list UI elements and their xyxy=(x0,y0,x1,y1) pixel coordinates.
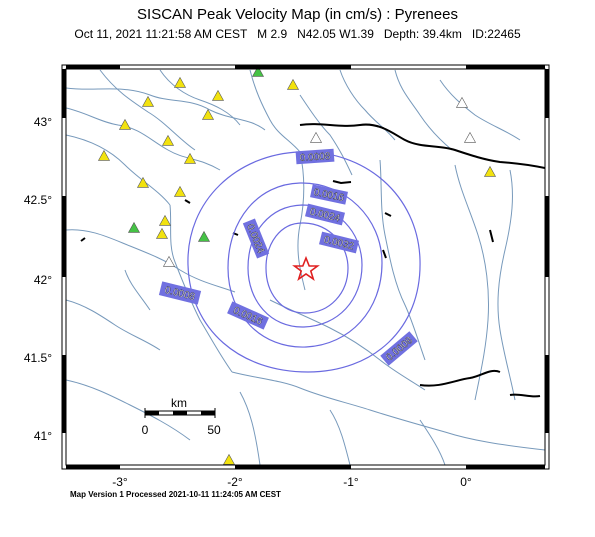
contour-0.0008-outer xyxy=(187,151,421,373)
station-triangle xyxy=(118,118,132,130)
country-border xyxy=(299,123,545,169)
rivers xyxy=(66,69,545,465)
lon-tick: -3° xyxy=(112,475,128,489)
station-triangle xyxy=(155,227,169,239)
scale-bar: km 0 50 xyxy=(142,396,221,437)
lat-tick: 42.5° xyxy=(24,193,52,207)
scale-unit: km xyxy=(171,396,187,410)
contour-label: 0.0032 xyxy=(318,231,360,254)
station-triangle xyxy=(455,96,469,108)
station-triangle xyxy=(463,131,477,143)
contour-label: 0.0008 xyxy=(295,148,335,165)
map-area xyxy=(66,69,545,465)
scale-max: 50 xyxy=(207,423,221,437)
lat-tick: 41° xyxy=(34,429,52,443)
station-triangle xyxy=(183,152,197,164)
map-subtitle: Oct 11, 2021 11:21:58 AM CEST M 2.9 N42.… xyxy=(74,27,521,41)
coastline xyxy=(419,369,501,387)
station-triangle xyxy=(251,69,265,77)
lon-axis: -3° -2° -1° 0° xyxy=(112,475,472,489)
station-triangle xyxy=(483,165,497,177)
station-triangle xyxy=(222,453,236,465)
station-triangle xyxy=(201,108,215,120)
scale-min: 0 xyxy=(142,423,149,437)
lat-tick: 41.5° xyxy=(24,351,52,365)
station-triangle xyxy=(127,221,141,233)
station-triangle xyxy=(173,76,187,88)
map-footer: Map Version 1 Processed 2021-10-11 11:24… xyxy=(70,490,281,499)
contour-label: 0.0008 xyxy=(158,281,202,305)
station-triangle xyxy=(161,134,175,146)
lat-tick: 43° xyxy=(34,115,52,129)
station-triangle xyxy=(97,149,111,161)
map-title: SISCAN Peak Velocity Map (in cm/s) : Pyr… xyxy=(137,6,458,23)
coastline-east xyxy=(509,393,541,398)
map-frame xyxy=(61,64,550,470)
lon-tick: -1° xyxy=(343,475,359,489)
stations xyxy=(97,69,497,465)
station-triangle xyxy=(309,131,323,143)
station-triangle xyxy=(158,214,172,226)
reservoirs xyxy=(80,180,494,259)
lon-tick: -2° xyxy=(227,475,243,489)
lon-tick: 0° xyxy=(460,475,472,489)
station-triangle xyxy=(286,78,300,90)
lat-tick: 42° xyxy=(34,273,52,287)
station-triangle xyxy=(197,230,211,242)
contour-0.0016 xyxy=(227,182,383,348)
station-triangle xyxy=(141,95,155,107)
station-triangle xyxy=(136,176,150,188)
epicenter-star xyxy=(292,255,320,281)
station-triangle xyxy=(162,255,176,267)
station-triangle xyxy=(211,89,225,101)
station-triangle xyxy=(173,185,187,197)
contour-label-text: 0.0008 xyxy=(299,151,331,164)
lat-axis: 43° 42.5° 42° 41.5° 41° xyxy=(24,115,52,443)
